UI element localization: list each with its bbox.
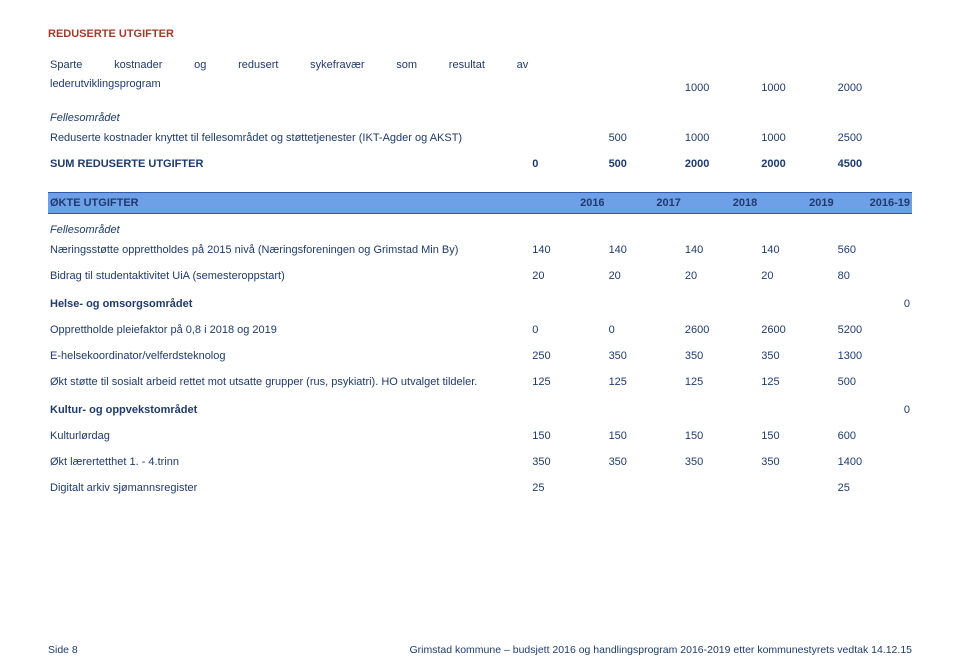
table-row: Bidrag til studentaktivitet UiA (semeste… (48, 266, 912, 292)
cell-v: 500 (607, 128, 683, 154)
cell-v (759, 478, 835, 498)
cell-v: 560 (836, 240, 912, 266)
row-label: Reduserte kostnader knyttet til fellesom… (48, 128, 530, 154)
cell-v: 350 (759, 452, 835, 478)
cell-v: 350 (683, 346, 759, 372)
cell-v: 140 (759, 240, 835, 266)
cell-v: 125 (683, 372, 759, 398)
row-label: Kulturlørdag (48, 426, 530, 452)
subhead-felles-2: Fellesområdet (48, 220, 912, 240)
band-col: 2017 (607, 192, 683, 213)
table-row: ØKTE UTGIFTER 2016 2017 2018 2019 2016-1… (48, 192, 912, 213)
row-label: E-helsekoordinator/velferdsteknolog (48, 346, 530, 372)
table-row: Økt lærertetthet 1. - 4.trinn 350 350 35… (48, 452, 912, 478)
footer: Side 8 Grimstad kommune – budsjett 2016 … (48, 644, 912, 656)
cell-v: 25 (836, 478, 912, 498)
cell-v: 500 (607, 154, 683, 174)
table-row: Økt støtte til sosialt arbeid rettet mot… (48, 372, 912, 398)
table-row: Kulturlørdag 150 150 150 150 600 (48, 426, 912, 452)
row-label: Økt støtte til sosialt arbeid rettet mot… (48, 372, 530, 398)
table-row: Reduserte kostnader knyttet til fellesom… (48, 128, 912, 154)
cell-zero: 0 (836, 398, 912, 426)
cell-v: 20 (683, 266, 759, 292)
cell-v: 150 (759, 426, 835, 452)
cell-v: 500 (836, 372, 912, 398)
cell-v: 140 (607, 240, 683, 266)
table-row: Helse- og omsorgsområdet 0 (48, 292, 912, 320)
row-label: Næringsstøtte opprettholdes på 2015 nivå… (48, 240, 530, 266)
cell-v: 2600 (683, 320, 759, 346)
cell-v: 1000 (683, 54, 759, 108)
cell-v: 150 (530, 426, 606, 452)
subhead-kultur: Kultur- og oppvekstområdet (48, 398, 530, 426)
row-label: Digitalt arkiv sjømannsregister (48, 478, 530, 498)
table-row: Digitalt arkiv sjømannsregister 25 25 (48, 478, 912, 498)
cell-v: 350 (607, 346, 683, 372)
row-label: Bidrag til studentaktivitet UiA (semeste… (48, 266, 530, 292)
cell-v: 125 (759, 372, 835, 398)
cell-v: 1000 (683, 128, 759, 154)
cell-v: 2000 (683, 154, 759, 174)
table-reduserte: Sparte kostnader og redusert sykefravær … (48, 54, 912, 174)
cell-v: 250 (530, 346, 606, 372)
cell-v: 0 (530, 154, 606, 174)
table-row-sum: SUM REDUSERTE UTGIFTER 0 500 2000 2000 4… (48, 154, 912, 174)
footer-left: Side 8 (48, 644, 78, 656)
cell-v: 350 (530, 452, 606, 478)
cell-v: 1000 (759, 128, 835, 154)
sum-label: SUM REDUSERTE UTGIFTER (48, 154, 530, 174)
cell-v: 150 (683, 426, 759, 452)
cell-v: 2000 (759, 154, 835, 174)
cell-v: 150 (607, 426, 683, 452)
cell-v: 20 (759, 266, 835, 292)
cell-v: 4500 (836, 154, 912, 174)
footer-right: Grimstad kommune – budsjett 2016 og hand… (409, 644, 912, 656)
row-label: Opprettholde pleiefaktor på 0,8 i 2018 o… (48, 320, 530, 346)
para-line-2: lederutviklingsprogram (50, 78, 528, 90)
table-row: Næringsstøtte opprettholdes på 2015 nivå… (48, 240, 912, 266)
cell-v: 350 (607, 452, 683, 478)
band-col: 2016-19 (836, 192, 912, 213)
subhead-felles-1: Fellesområdet (48, 108, 912, 128)
band-col: 2018 (683, 192, 759, 213)
cell-v: 350 (683, 452, 759, 478)
cell-v: 20 (607, 266, 683, 292)
cell-v: 25 (530, 478, 606, 498)
cell-v: 140 (683, 240, 759, 266)
cell-v: 1300 (836, 346, 912, 372)
cell-v: 140 (530, 240, 606, 266)
cell-v: 350 (759, 346, 835, 372)
table-row: Kultur- og oppvekstområdet 0 (48, 398, 912, 426)
cell-v (683, 478, 759, 498)
cell-v: 20 (530, 266, 606, 292)
band-title: ØKTE UTGIFTER (48, 192, 530, 213)
subhead-helse: Helse- og omsorgsområdet (48, 292, 530, 320)
cell-zero: 0 (836, 292, 912, 320)
section-title-reduserte: REDUSERTE UTGIFTER (48, 28, 912, 40)
cell-v: 125 (530, 372, 606, 398)
table-okte: Fellesområdet Næringsstøtte opprettholde… (48, 220, 912, 498)
cell-v: 5200 (836, 320, 912, 346)
cell-v: 125 (607, 372, 683, 398)
cell-v (607, 478, 683, 498)
cell-v: 2000 (836, 54, 912, 108)
table-row: Opprettholde pleiefaktor på 0,8 i 2018 o… (48, 320, 912, 346)
table-row: Fellesområdet (48, 108, 912, 128)
cell-v: 1400 (836, 452, 912, 478)
band-okte-utgifter: ØKTE UTGIFTER 2016 2017 2018 2019 2016-1… (48, 192, 912, 214)
band-col: 2019 (759, 192, 835, 213)
para-line-1: Sparte kostnader og redusert sykefravær … (50, 58, 528, 74)
table-row: E-helsekoordinator/velferdsteknolog 250 … (48, 346, 912, 372)
band-col: 2016 (530, 192, 606, 213)
cell-v: 600 (836, 426, 912, 452)
table-row: Fellesområdet (48, 220, 912, 240)
row-label: Økt lærertetthet 1. - 4.trinn (48, 452, 530, 478)
cell-v: 2500 (836, 128, 912, 154)
cell-v: 1000 (759, 54, 835, 108)
table-row: Sparte kostnader og redusert sykefravær … (48, 54, 912, 108)
cell-v: 80 (836, 266, 912, 292)
cell-v: 0 (607, 320, 683, 346)
cell-v: 2600 (759, 320, 835, 346)
cell-v: 0 (530, 320, 606, 346)
